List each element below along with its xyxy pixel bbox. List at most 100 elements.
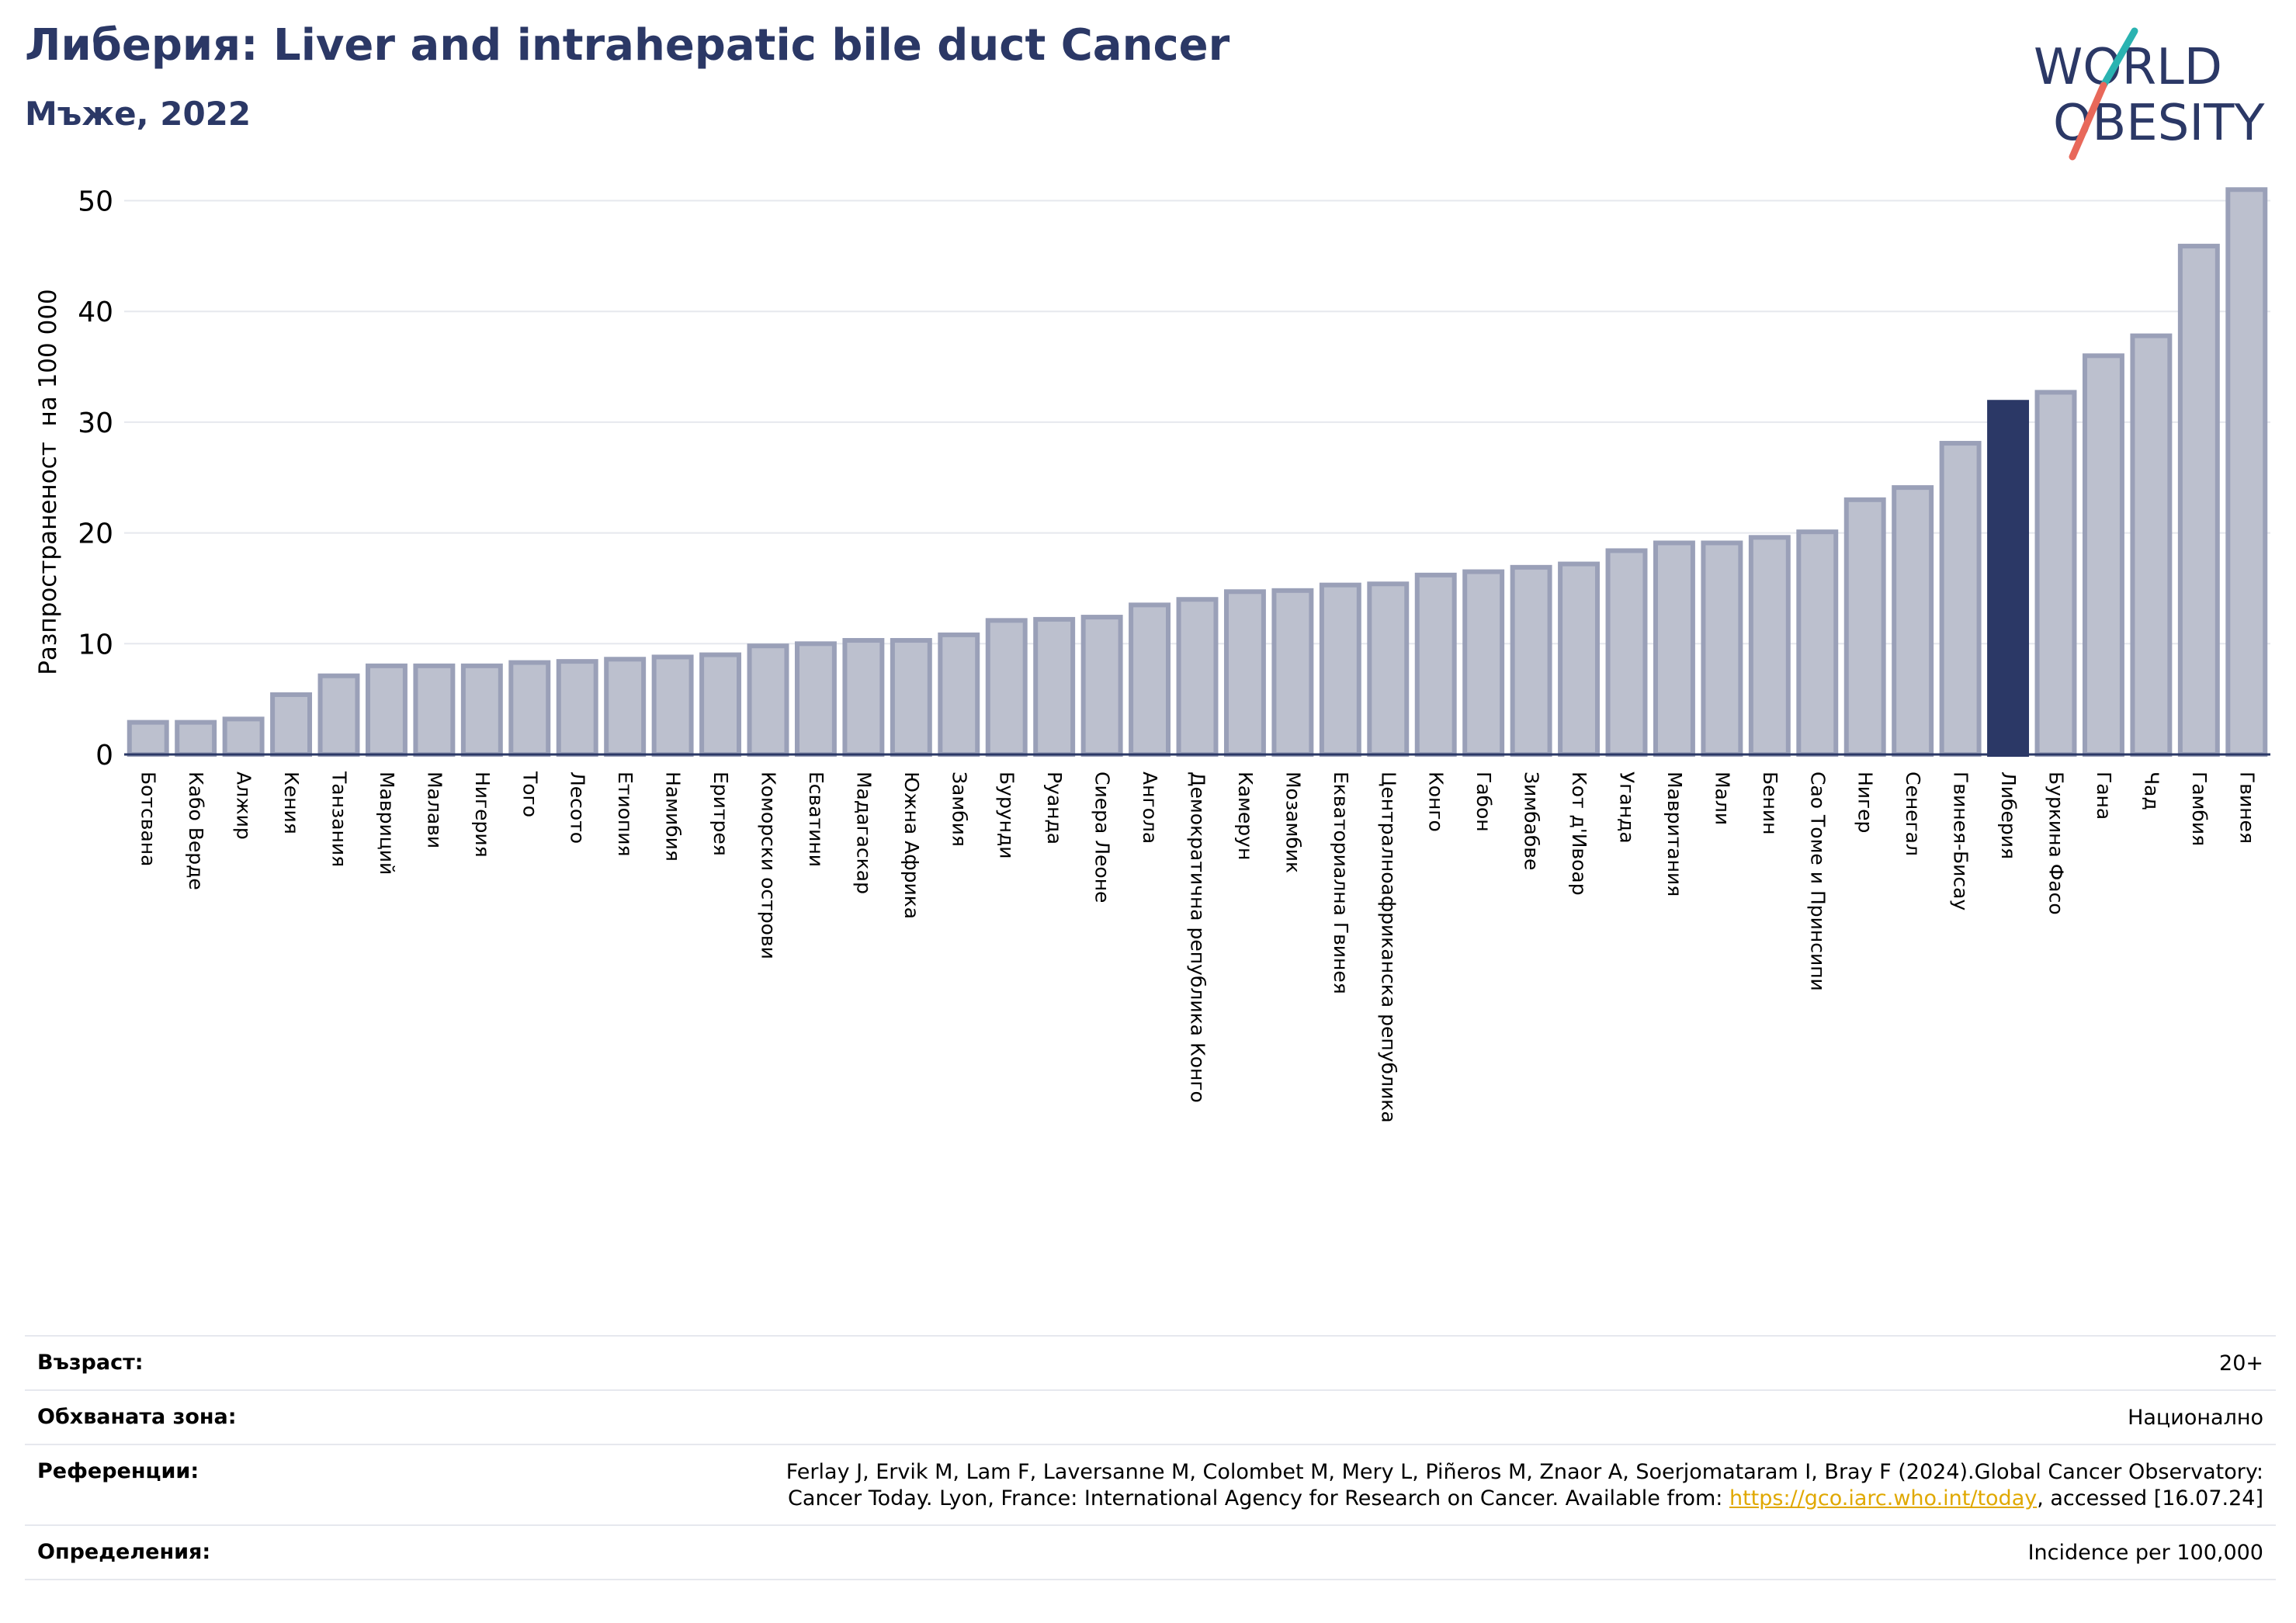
definitions-row: Определения: Incidence per 100,000 xyxy=(25,1524,2276,1580)
bar xyxy=(270,692,313,758)
references-line-2: Cancer Today. Lyon, France: Internationa… xyxy=(786,1486,2263,1512)
x-tick-label: Бурунди xyxy=(996,772,1018,859)
bar xyxy=(1605,548,1648,757)
bar xyxy=(890,638,932,757)
x-tick-label: Сенегал xyxy=(1902,772,1924,856)
bar xyxy=(556,659,598,758)
bars xyxy=(127,187,2268,758)
page-title: Либерия: Liver and intrahepatic bile duc… xyxy=(25,20,1230,71)
bar xyxy=(175,720,217,757)
bar xyxy=(1033,616,1076,758)
y-tick-label: 30 xyxy=(78,407,113,439)
x-tick-label: Уганда xyxy=(1616,772,1639,844)
y-tick-label: 0 xyxy=(95,740,113,772)
bar xyxy=(1319,582,1361,758)
bar xyxy=(1843,497,1886,757)
x-tick-label: Буркина Фасо xyxy=(2045,772,2068,915)
bar xyxy=(1223,589,1266,757)
x-tick-label: Лесото xyxy=(567,772,589,844)
page-subtitle: Мъже, 2022 xyxy=(25,95,251,133)
bar xyxy=(1510,564,1552,757)
y-tick-label: 10 xyxy=(78,629,113,661)
references-value: Ferlay J, Ervik M, Lam F, Laversanne M, … xyxy=(786,1459,2263,1512)
x-tick-label: Гвинея xyxy=(2235,772,2258,844)
bar xyxy=(2082,353,2124,757)
coverage-label: Обхваната зона: xyxy=(37,1405,237,1429)
y-tick-label: 20 xyxy=(78,518,113,550)
x-tick-label: Гамбия xyxy=(2188,772,2211,846)
bar xyxy=(1892,485,1934,757)
bar xyxy=(2177,244,2220,757)
x-tick-label: Кот д'Ивоар xyxy=(1568,772,1590,896)
bar xyxy=(1176,597,1219,757)
x-tick-label: Есватини xyxy=(805,772,827,867)
bar xyxy=(127,720,169,757)
bar xyxy=(1271,588,1314,757)
bar xyxy=(222,716,265,757)
references-row: Референции: Ferlay J, Ervik M, Lam F, La… xyxy=(25,1444,2276,1524)
bar xyxy=(413,663,456,757)
x-tick-label: Зимбабве xyxy=(1521,772,1543,870)
x-tick-label: Нигер xyxy=(1854,772,1877,833)
bar xyxy=(1129,602,1171,757)
x-tick-label: Замбия xyxy=(948,772,970,847)
x-tick-label: Еритрея xyxy=(709,772,732,856)
x-tick-label: Танзания xyxy=(328,771,351,867)
x-tick-label: Мавриций xyxy=(376,772,398,875)
x-tick-label: Руанда xyxy=(1043,772,1066,844)
references-line-1: Ferlay J, Ervik M, Lam F, Laversanne M, … xyxy=(786,1460,2263,1484)
bar xyxy=(1414,572,1457,757)
x-tick-label: Кения xyxy=(280,772,303,834)
bar xyxy=(794,641,837,757)
bar xyxy=(938,632,980,758)
bar-chart: 0 10 20 30 40 50 Ботсвана Кабо Верде Алжир Кения… xyxy=(34,186,2270,1123)
info-table: Възраст: 20+ Обхваната зона: Национално … xyxy=(25,1335,2276,1580)
x-tick-label: Мавритания xyxy=(1663,772,1686,896)
x-tick-label: Конго xyxy=(1425,772,1448,832)
bar xyxy=(985,618,1028,757)
x-tick-label: Либерия xyxy=(1997,772,2020,859)
x-tick-label: Кабо Верде xyxy=(185,772,207,890)
bar xyxy=(1939,441,1982,757)
x-tick-label: Малави xyxy=(423,772,446,848)
references-link[interactable]: https://gco.iarc.who.int/today xyxy=(1729,1486,2038,1510)
bar xyxy=(1462,569,1505,757)
x-tick-label: Гана xyxy=(2093,772,2115,820)
bar xyxy=(1748,535,1791,757)
references-line-2-post: , accessed [16.07.24] xyxy=(2037,1486,2263,1510)
bar xyxy=(1653,540,1695,757)
x-tick-label: Нигерия xyxy=(471,772,494,858)
x-tick-label: Мали xyxy=(1711,772,1733,825)
definitions-value: Incidence per 100,000 xyxy=(2027,1541,2263,1565)
bar xyxy=(317,673,360,758)
x-tick-label: Камерун xyxy=(1234,772,1257,860)
definitions-label: Определения: xyxy=(37,1540,211,1564)
bar xyxy=(365,663,408,757)
x-tick-label: Ангола xyxy=(1139,772,1161,844)
world-obesity-logo: WORLD OBESITY xyxy=(2034,27,2265,161)
bar xyxy=(651,654,694,758)
bar xyxy=(2130,333,2173,758)
x-tick-label: Екваториална Гвинея xyxy=(1330,772,1352,994)
y-tick-labels: 0 10 20 30 40 50 xyxy=(78,186,113,772)
x-tick-labels: Ботсвана Кабо Верде Алжир Кения Танзания Мавр… xyxy=(137,771,2259,1123)
x-tick-label: Намибия xyxy=(662,772,685,862)
bar xyxy=(1701,540,1743,757)
bar xyxy=(1558,561,1601,757)
age-row: Възраст: 20+ xyxy=(25,1335,2276,1389)
logo-slash-top xyxy=(2100,27,2138,89)
y-axis-label: Разпространеност на 100 000 xyxy=(34,289,62,675)
x-tick-label: Ботсвана xyxy=(137,772,160,866)
bar xyxy=(1080,615,1123,757)
y-tick-label: 50 xyxy=(78,186,113,218)
x-tick-label: Чад xyxy=(2140,772,2162,810)
x-tick-label: Алжир xyxy=(233,772,255,840)
x-tick-label: Того xyxy=(519,771,541,817)
age-value: 20+ xyxy=(2219,1351,2263,1375)
x-tick-label: Мозамбик xyxy=(1282,772,1304,873)
x-tick-label: Мадагаскар xyxy=(852,772,875,894)
x-tick-label: Коморски острови xyxy=(758,772,780,959)
age-label: Възраст: xyxy=(37,1351,144,1375)
bar xyxy=(604,657,647,757)
x-tick-label: Габон xyxy=(1472,772,1495,832)
